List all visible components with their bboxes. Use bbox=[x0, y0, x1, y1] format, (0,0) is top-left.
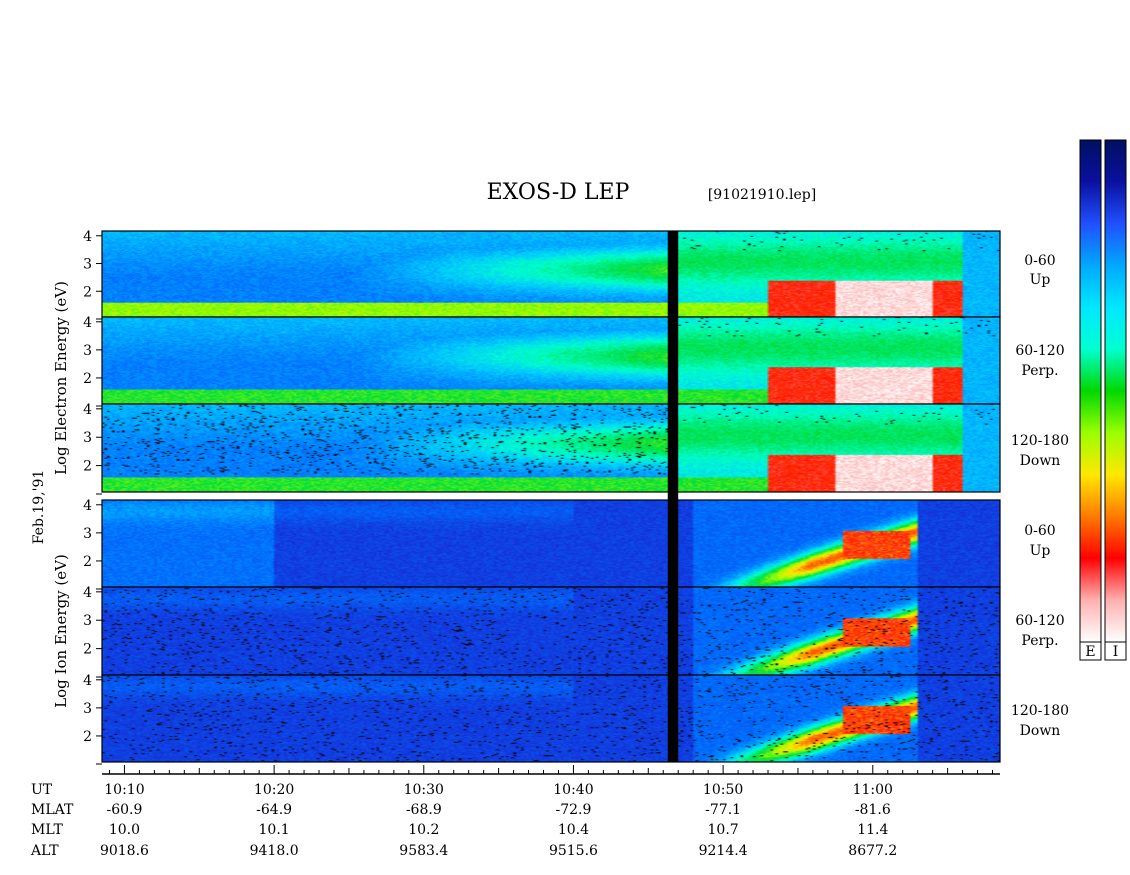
orbit-value: 10.7 bbox=[708, 822, 739, 838]
orbit-value: 10:50 bbox=[703, 782, 743, 798]
y-tick-label: 3 bbox=[83, 430, 92, 446]
spectrogram-panels: 2 3 4 0-60 Up 2 3 4 60-120 Perp. 2 3 4 120-180 Down 2 3 4… bbox=[83, 229, 1069, 765]
colorbar-e bbox=[1079, 139, 1102, 643]
direction-label: Perp. bbox=[1021, 363, 1058, 379]
orbit-value: 11:00 bbox=[853, 782, 893, 798]
direction-label: Up bbox=[1030, 543, 1051, 559]
orbit-value: 10:20 bbox=[254, 782, 294, 798]
y-tick-label: 2 bbox=[83, 459, 92, 475]
orbit-value: -72.9 bbox=[555, 802, 591, 818]
y-tick-label: 4 bbox=[83, 673, 92, 689]
spectrogram-electron-60-120-heatmap bbox=[102, 317, 1000, 404]
direction-label: Down bbox=[1020, 453, 1061, 469]
panel-frame bbox=[101, 403, 1001, 493]
orbit-value: 9418.0 bbox=[250, 843, 299, 859]
pitch-angle-label: 60-120 bbox=[1015, 343, 1064, 359]
spectrogram-ion-0-60-heatmap bbox=[102, 500, 1000, 587]
y-tick-label: 3 bbox=[83, 526, 92, 542]
orbit-value: 10:40 bbox=[553, 782, 593, 798]
pitch-angle-label: 60-120 bbox=[1015, 613, 1064, 629]
date-label: Feb.19,'91 bbox=[31, 470, 47, 545]
colorbar-i bbox=[1104, 139, 1127, 643]
orbit-value: -77.1 bbox=[705, 802, 741, 818]
orbit-value: -64.9 bbox=[256, 802, 292, 818]
spectrogram-ion-120-180-heatmap bbox=[102, 675, 1000, 762]
orbit-row-name: ALT bbox=[30, 843, 59, 859]
direction-label: Perp. bbox=[1021, 633, 1058, 649]
orbit-value: -81.6 bbox=[855, 802, 891, 818]
orbit-value: -60.9 bbox=[106, 802, 142, 818]
y-tick-label: 3 bbox=[83, 613, 92, 629]
direction-label: Down bbox=[1020, 723, 1061, 739]
orbit-value: 10.4 bbox=[558, 822, 589, 838]
pitch-angle-label: 120-180 bbox=[1011, 703, 1069, 719]
data-gap-bar bbox=[667, 231, 679, 762]
electron-axis-label: Log Electron Energy (eV) bbox=[52, 281, 70, 475]
y-tick-label: 2 bbox=[83, 729, 92, 745]
panel-frame bbox=[101, 674, 1001, 763]
time-axis bbox=[102, 765, 1000, 775]
orbit-value: 11.4 bbox=[857, 822, 888, 838]
y-tick-label: 4 bbox=[83, 315, 92, 331]
y-tick-label: 2 bbox=[83, 371, 92, 387]
y-tick-label: 3 bbox=[83, 257, 92, 273]
y-tick-label: 4 bbox=[83, 498, 92, 514]
orbit-value: 10:30 bbox=[404, 782, 444, 798]
spectrogram-ion-60-120-heatmap bbox=[102, 587, 1000, 675]
orbit-value: 10.0 bbox=[109, 822, 140, 838]
pitch-angle-label: 0-60 bbox=[1024, 253, 1055, 269]
colorbar-label: E bbox=[1085, 644, 1095, 660]
orbit-value: 10.2 bbox=[408, 822, 439, 838]
orbit-info-table: UT 10:10 10:20 10:30 10:40 10:50 11:00 MLAT -60.… bbox=[30, 782, 897, 859]
y-tick-label: 2 bbox=[83, 642, 92, 658]
y-tick-label: 4 bbox=[83, 585, 92, 601]
orbit-row-name: MLAT bbox=[31, 802, 74, 818]
figure-title: EXOS-D LEP bbox=[487, 180, 630, 205]
direction-label: Up bbox=[1030, 272, 1051, 288]
y-tick-label: 3 bbox=[83, 343, 92, 359]
colorbar-label: I bbox=[1113, 644, 1119, 660]
pitch-angle-label: 120-180 bbox=[1011, 433, 1069, 449]
colorbar-label-box bbox=[1079, 641, 1102, 661]
spectrogram-electron-120-180-heatmap bbox=[102, 404, 1000, 492]
y-tick-label: 4 bbox=[83, 229, 92, 245]
y-tick-label: 4 bbox=[83, 402, 92, 418]
y-tick-label: 3 bbox=[83, 701, 92, 717]
orbit-value: 10:10 bbox=[104, 782, 144, 798]
orbit-value: 9583.4 bbox=[399, 843, 448, 859]
orbit-value: 9515.6 bbox=[549, 843, 598, 859]
file-label: [91021910.lep] bbox=[708, 187, 816, 203]
orbit-value: 8677.2 bbox=[848, 843, 897, 859]
y-tick-label: 2 bbox=[83, 554, 92, 570]
colorbar-label-box bbox=[1104, 641, 1127, 661]
orbit-value: 9018.6 bbox=[100, 843, 149, 859]
orbit-value: 9214.4 bbox=[699, 843, 748, 859]
orbit-row-name: UT bbox=[31, 782, 53, 798]
ion-axis-label: Log Ion Energy (eV) bbox=[52, 554, 70, 708]
y-tick-label: 2 bbox=[83, 284, 92, 300]
orbit-row-name: MLT bbox=[31, 822, 63, 838]
pitch-angle-label: 0-60 bbox=[1024, 523, 1055, 539]
orbit-value: -68.9 bbox=[406, 802, 442, 818]
spectrogram-electron-0-60-heatmap bbox=[102, 231, 1000, 317]
orbit-value: 10.1 bbox=[259, 822, 290, 838]
